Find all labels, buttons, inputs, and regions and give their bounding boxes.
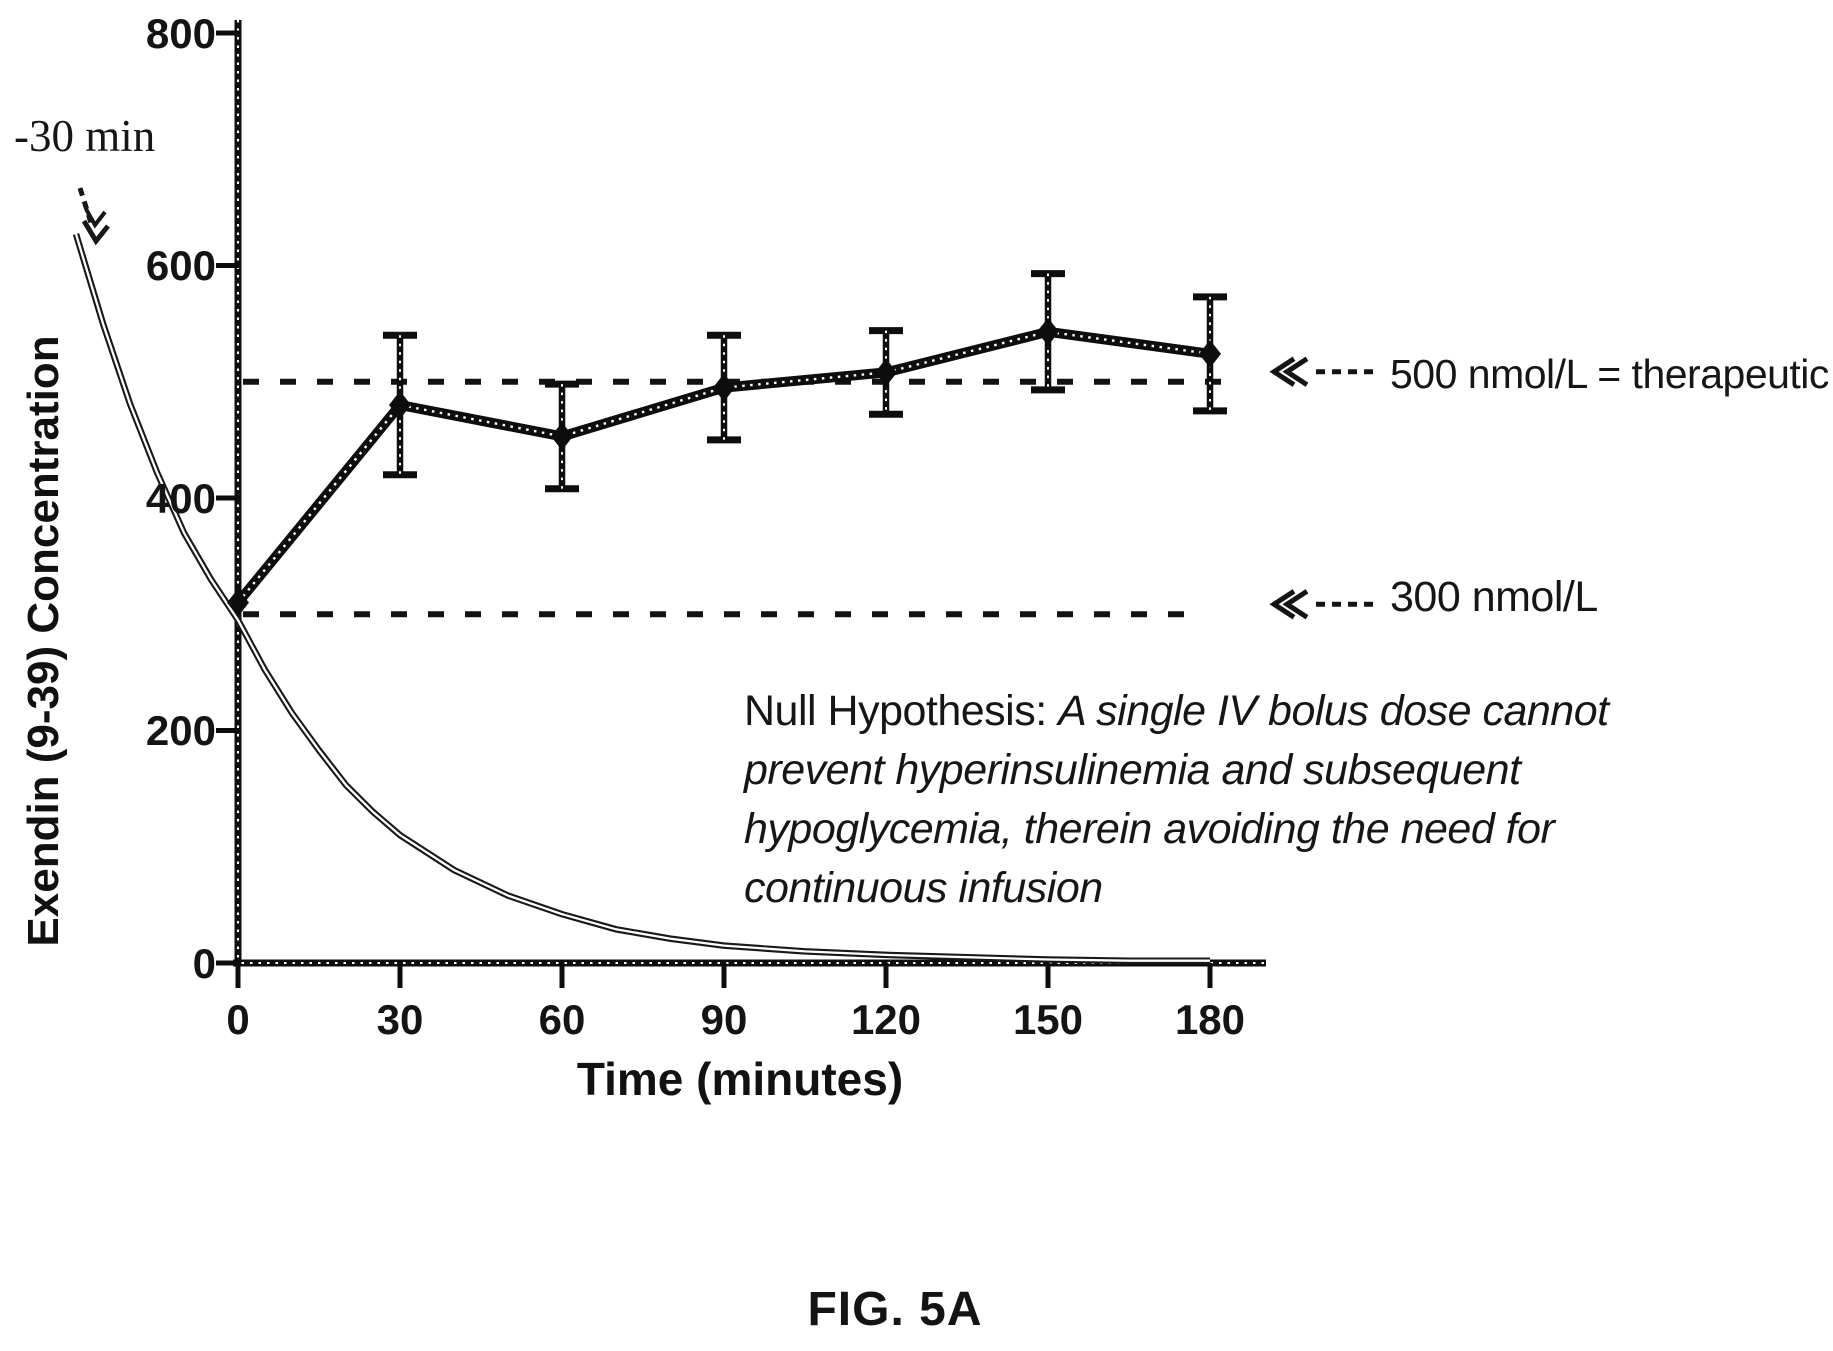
y-tick-label: 800 — [145, 10, 216, 57]
y-tick-label: 200 — [145, 707, 216, 754]
figure-caption: FIG. 5A — [807, 1283, 983, 1336]
y-tick-label: 600 — [145, 242, 216, 289]
y-axis-title: Exendin (9-39) Concentration — [19, 335, 68, 947]
null-hypothesis-lead: Null Hypothesis: — [744, 687, 1047, 735]
y-tick-label: 0 — [192, 940, 216, 987]
x-axis-title: Time (minutes) — [576, 1053, 904, 1105]
null-hypothesis-rest-1: A single IV bolus dose cannot — [1058, 687, 1609, 735]
x-tick-label: 30 — [376, 996, 424, 1043]
null-hypothesis-line-3: hypoglycemia, therein avoiding the need … — [744, 805, 1555, 853]
x-tick-label: 180 — [1174, 996, 1246, 1043]
decay-start-arrow — [77, 187, 110, 246]
null-hypothesis-line-1: Null Hypothesis: A single IV bolus dose … — [744, 682, 1609, 741]
x-tick-label: 90 — [700, 996, 748, 1043]
x-tick-label: 60 — [538, 996, 586, 1043]
ref-label-300: 300 nmol/L — [1390, 573, 1598, 621]
ref-label-500-therapeutic: 500 nmol/L = therapeutic — [1390, 351, 1829, 397]
null-hypothesis-text: Null Hypothesis: A single IV bolus dose … — [744, 682, 1609, 918]
data-markers — [227, 317, 1221, 617]
x-tick-label: 150 — [1012, 996, 1084, 1043]
decay-curve — [72, 233, 1210, 964]
x-tick-label: 0 — [226, 996, 250, 1043]
null-hypothesis-line-2: prevent hyperinsulinemia and subsequent — [744, 746, 1521, 794]
null-hypothesis-line-4: continuous infusion — [744, 864, 1103, 912]
annotation-minus-30-min: -30 min — [14, 111, 156, 161]
y-tick-label: 400 — [145, 475, 216, 522]
x-tick-label: 120 — [850, 996, 922, 1043]
